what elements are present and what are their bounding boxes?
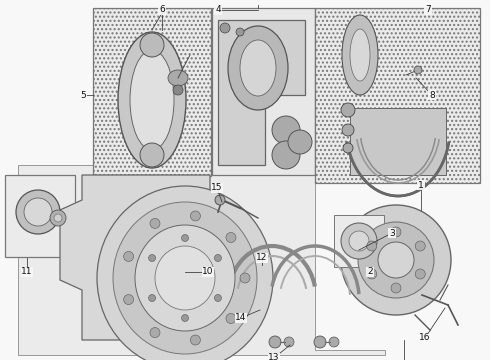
Circle shape — [215, 255, 221, 261]
Ellipse shape — [140, 143, 164, 167]
Circle shape — [226, 233, 236, 243]
Ellipse shape — [288, 130, 312, 154]
Text: 15: 15 — [211, 184, 223, 193]
Ellipse shape — [168, 70, 188, 86]
Circle shape — [226, 314, 236, 324]
Text: 4: 4 — [215, 5, 221, 14]
Circle shape — [215, 195, 225, 205]
Ellipse shape — [342, 15, 378, 95]
Polygon shape — [60, 175, 210, 340]
Ellipse shape — [16, 190, 60, 234]
Ellipse shape — [173, 85, 183, 95]
Text: 13: 13 — [268, 354, 280, 360]
Bar — [5, 175, 75, 257]
Circle shape — [367, 241, 377, 251]
Ellipse shape — [228, 26, 288, 110]
Circle shape — [148, 294, 156, 302]
Circle shape — [54, 214, 62, 222]
Circle shape — [123, 294, 134, 305]
Circle shape — [123, 251, 134, 261]
Text: 1: 1 — [418, 180, 424, 189]
Text: 8: 8 — [429, 90, 435, 99]
Circle shape — [342, 124, 354, 136]
Text: 12: 12 — [256, 253, 268, 262]
Polygon shape — [212, 8, 315, 175]
Circle shape — [269, 336, 281, 348]
Ellipse shape — [135, 225, 235, 331]
Circle shape — [414, 66, 422, 74]
Text: 10: 10 — [202, 267, 214, 276]
Circle shape — [240, 273, 250, 283]
Circle shape — [236, 28, 244, 36]
Circle shape — [215, 294, 221, 302]
Text: 2: 2 — [367, 267, 373, 276]
Ellipse shape — [350, 29, 370, 81]
Bar — [334, 215, 384, 267]
Bar — [93, 8, 211, 176]
Ellipse shape — [113, 202, 257, 354]
Circle shape — [181, 315, 189, 321]
Text: 11: 11 — [21, 267, 33, 276]
Circle shape — [148, 255, 156, 261]
Circle shape — [329, 337, 339, 347]
Ellipse shape — [130, 50, 174, 150]
Circle shape — [367, 269, 377, 279]
Circle shape — [150, 219, 160, 229]
Circle shape — [349, 231, 369, 251]
Ellipse shape — [24, 198, 52, 226]
Circle shape — [358, 222, 434, 298]
Circle shape — [343, 143, 353, 153]
Polygon shape — [350, 108, 446, 175]
Text: 6: 6 — [159, 5, 165, 14]
Ellipse shape — [272, 141, 300, 169]
Circle shape — [341, 223, 377, 259]
Circle shape — [341, 205, 451, 315]
Ellipse shape — [97, 186, 273, 360]
Text: 3: 3 — [389, 229, 395, 238]
Ellipse shape — [272, 116, 300, 144]
Polygon shape — [18, 165, 385, 355]
Text: 14: 14 — [235, 314, 246, 323]
Circle shape — [378, 242, 414, 278]
Circle shape — [181, 234, 189, 242]
Circle shape — [284, 337, 294, 347]
Ellipse shape — [155, 246, 215, 310]
Bar — [315, 8, 480, 183]
Text: 5: 5 — [80, 90, 86, 99]
Circle shape — [50, 210, 66, 226]
Ellipse shape — [240, 40, 276, 96]
Circle shape — [191, 211, 200, 221]
Text: 16: 16 — [419, 333, 431, 342]
Circle shape — [391, 227, 401, 237]
Circle shape — [391, 283, 401, 293]
Text: 7: 7 — [425, 5, 431, 14]
Circle shape — [415, 269, 425, 279]
Circle shape — [415, 241, 425, 251]
Polygon shape — [218, 20, 305, 165]
Circle shape — [191, 335, 200, 345]
Circle shape — [314, 336, 326, 348]
Ellipse shape — [118, 32, 186, 168]
Circle shape — [150, 328, 160, 338]
Circle shape — [220, 23, 230, 33]
Circle shape — [341, 103, 355, 117]
Ellipse shape — [140, 33, 164, 57]
